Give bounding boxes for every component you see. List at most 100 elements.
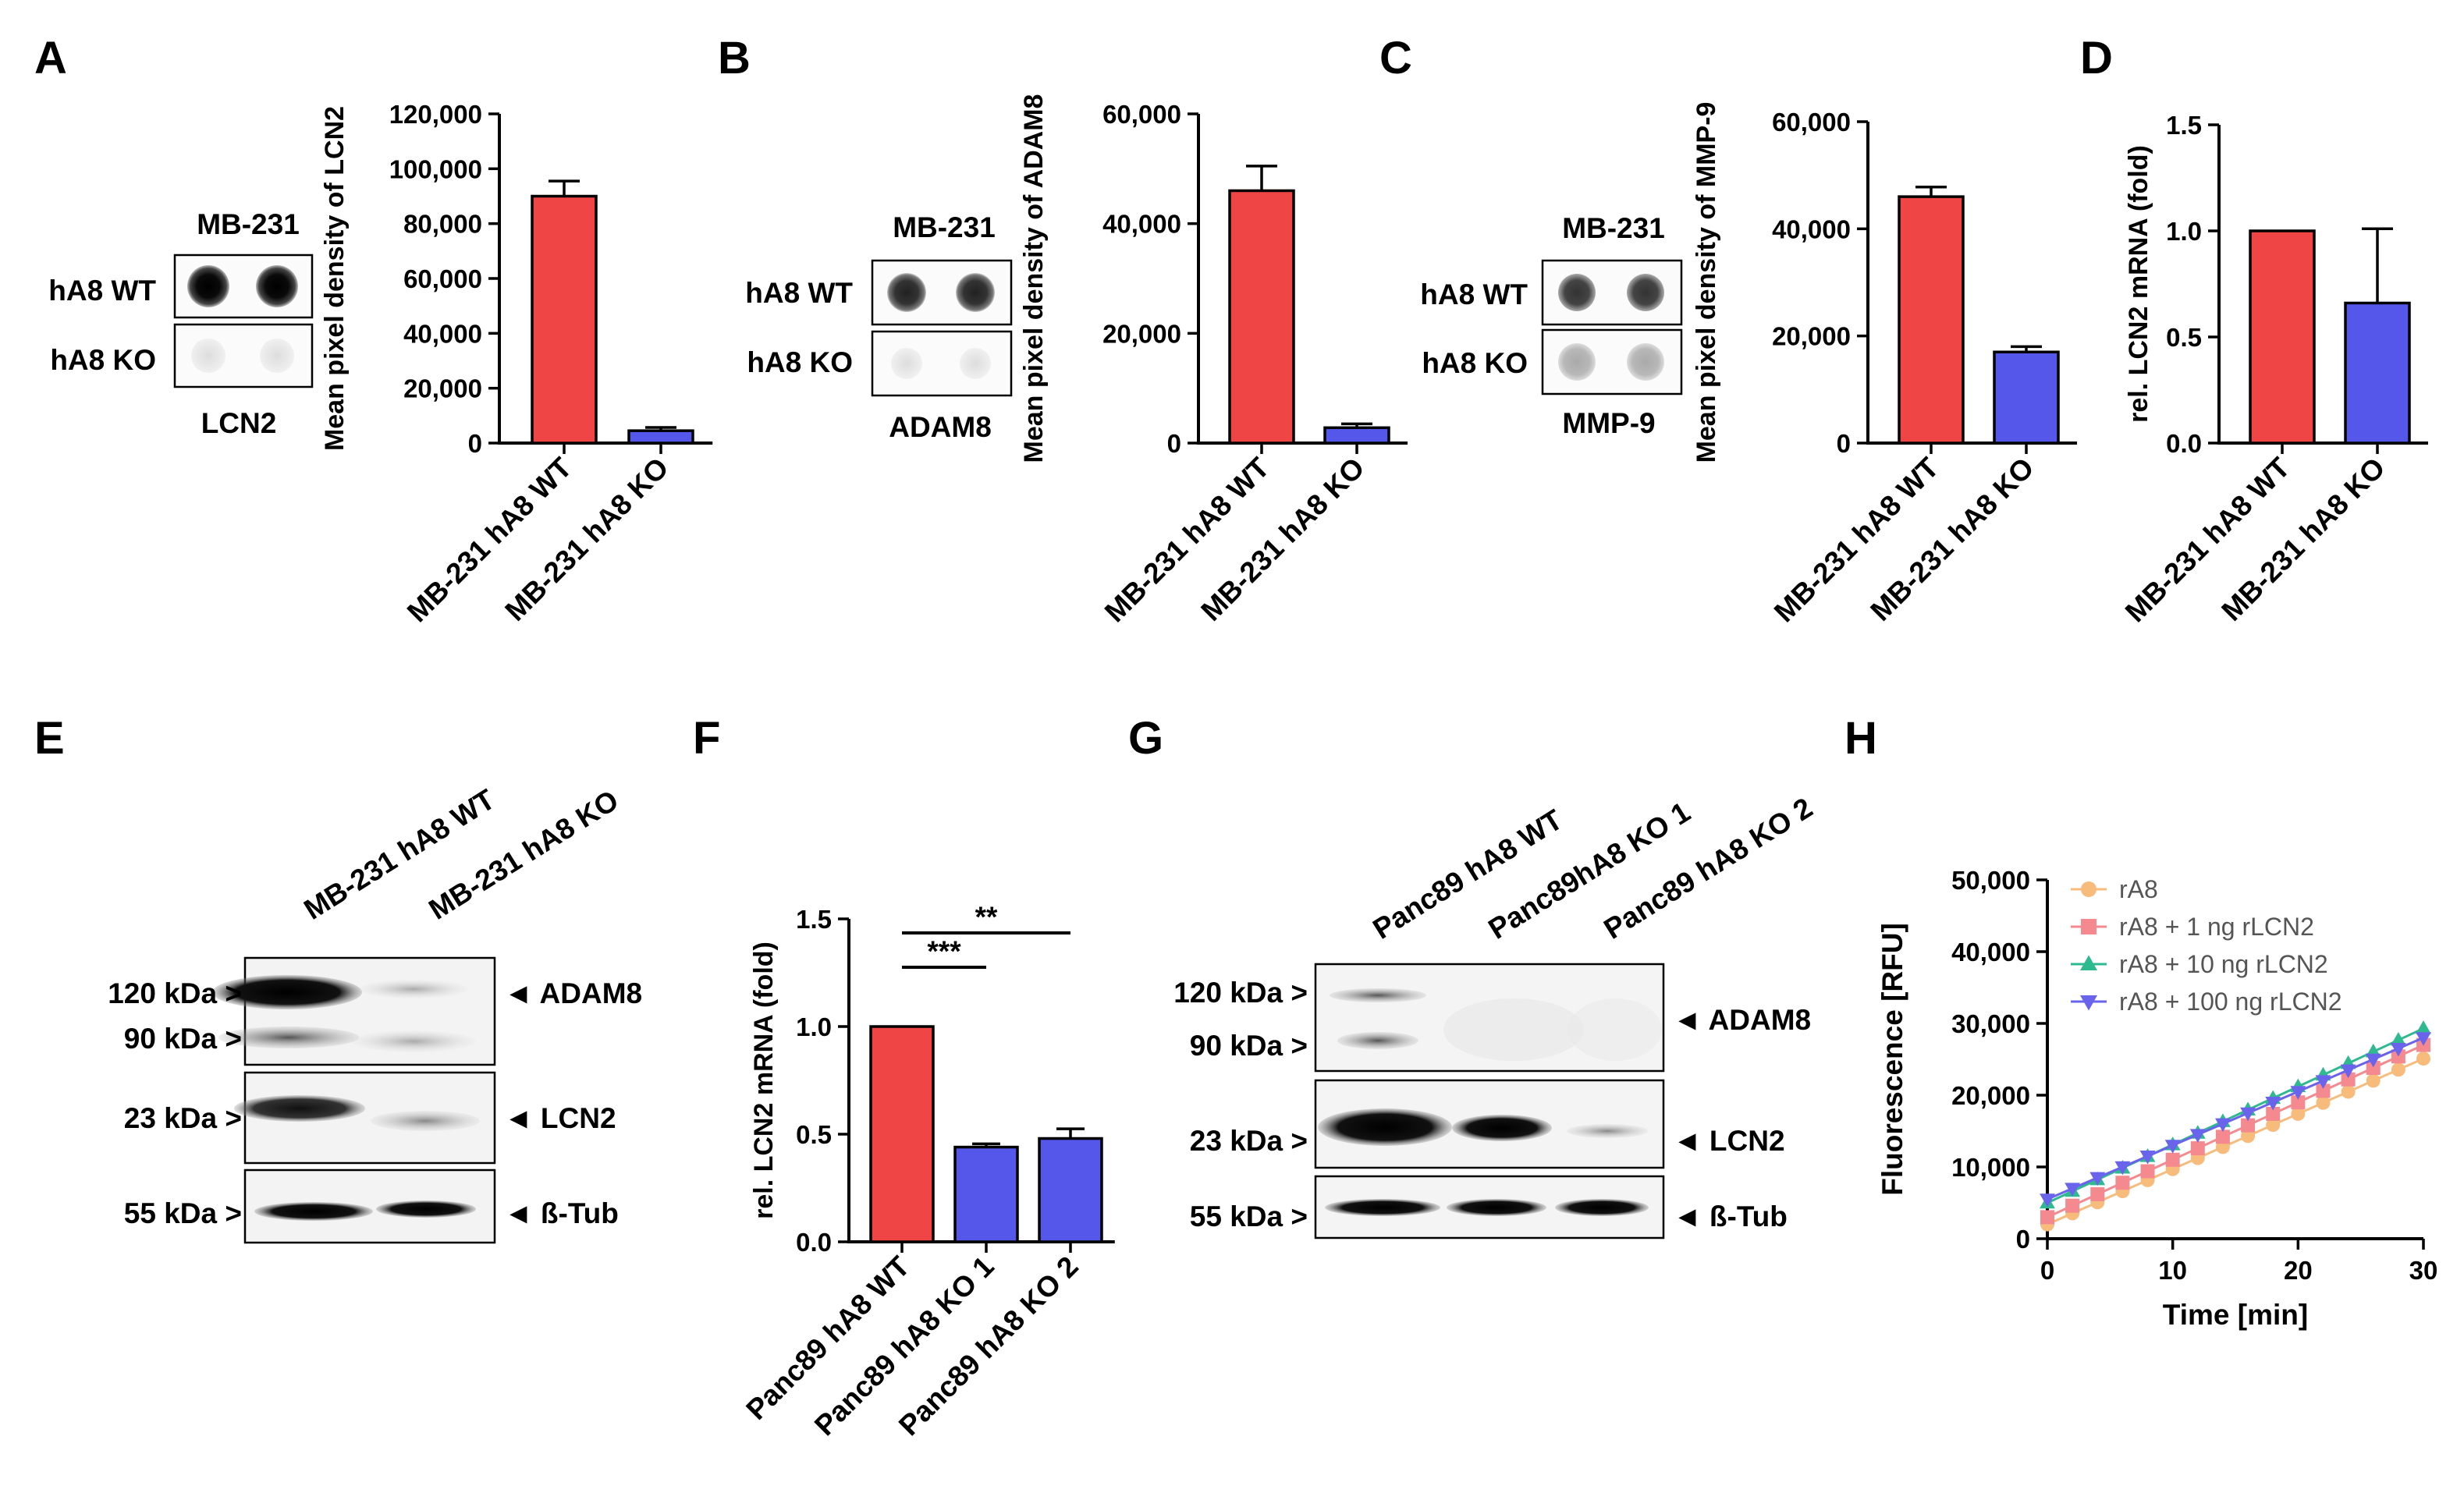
band	[254, 1202, 373, 1221]
band	[371, 1111, 480, 1131]
y-tick-label: 80,000	[403, 210, 482, 239]
x-tick-label: 30	[2409, 1256, 2438, 1285]
panel-e: E MB-231 hA8 WT MB-231 hA8 KO 120 kDa > …	[34, 713, 642, 1244]
blot-a-dot	[187, 265, 229, 307]
y-tick-label: 0.5	[796, 1120, 832, 1149]
x-tick-label: MB-231 hA8 WT	[401, 451, 578, 628]
data-point	[2341, 1072, 2356, 1087]
panel-letter-b: B	[718, 33, 751, 83]
significance-label: **	[975, 901, 998, 933]
bar	[2344, 301, 2411, 445]
y-axis-label: rel. LCN2 mRNA (fold)	[2124, 145, 2153, 423]
x-tick-label: MB-231 hA8 KO	[2215, 452, 2391, 627]
panel-h: H 0 10,000 20,000 30,000 40,000 50,000 0 10 20 30…	[1844, 713, 2437, 1331]
protein-label: ◄ ß-Tub	[504, 1197, 619, 1229]
chart-h: 0 10,000 20,000 30,000 40,000 50,000 0 10 20 30 Ti…	[1876, 866, 2437, 1331]
x-tick-label: MB-231 hA8 KO	[1195, 452, 1370, 627]
x-tick-label: MB-231 hA8 WT	[1768, 451, 1945, 628]
data-point	[2140, 1164, 2155, 1179]
y-tick-label: 60,000	[1772, 108, 1851, 137]
band	[212, 975, 362, 1009]
significance-label: ***	[927, 935, 961, 967]
bar	[1228, 189, 1295, 445]
y-tick-label: 0	[2016, 1225, 2030, 1254]
data-point	[2366, 1073, 2381, 1088]
band	[1330, 988, 1426, 1002]
protein-label: ◄ ADAM8	[1673, 1004, 1811, 1036]
band	[1452, 1115, 1552, 1141]
y-axis-label: Mean pixel density of MMP-9	[1692, 102, 1721, 463]
x-tick-label: MB-231 hA8 WT	[1099, 451, 1276, 628]
data-point	[2390, 1031, 2406, 1046]
bar	[1323, 426, 1390, 445]
panel-d: D 0.0 0.5 1.0 1.5 rel. LCN2 mRNA (fold) MB-23…	[2080, 33, 2428, 628]
marker-label: 90 kDa >	[1190, 1030, 1308, 1062]
legend-label: rA8 + 1 ng rLCN2	[2119, 913, 2314, 941]
y-tick-label: 10,000	[1951, 1153, 2030, 1182]
data-point	[2065, 1183, 2081, 1197]
data-point	[2416, 1051, 2430, 1066]
chart-d: 0.0 0.5 1.0 1.5 rel. LCN2 mRNA (fold) MB-231 …	[2119, 111, 2428, 628]
data-point	[2165, 1152, 2180, 1167]
marker-label: 90 kDa >	[124, 1023, 242, 1055]
y-tick-label: 1.5	[2166, 111, 2202, 140]
blot-b-cell-line: MB-231	[893, 211, 996, 243]
y-tick-label: 40,000	[403, 319, 482, 348]
chart-a: 0 20,000 40,000 60,000 80,000 100,000 120,000 M…	[320, 100, 713, 628]
panel-letter-a: A	[34, 33, 67, 83]
legend-marker	[2081, 919, 2097, 934]
data-point	[2416, 1032, 2431, 1046]
marker-label: 55 kDa >	[124, 1197, 242, 1229]
data-point	[2290, 1086, 2306, 1100]
y-tick-label: 20,000	[1951, 1081, 2030, 1110]
band	[1555, 1199, 1649, 1216]
legend-marker	[2080, 995, 2097, 1011]
lane-label: Panc89 hA8 WT	[1368, 803, 1568, 945]
data-point	[2115, 1176, 2130, 1190]
x-tick-label: 0	[2040, 1256, 2054, 1285]
panel-a: A MB-231 hA8 WT hA8 KO LCN2 0 20,000 40,00…	[34, 33, 713, 628]
data-point	[2215, 1118, 2231, 1133]
y-tick-label: 1.0	[2166, 217, 2202, 246]
protein-label: ◄ ß-Tub	[1673, 1200, 1788, 1232]
blot-c-protein: MMP-9	[1562, 407, 1655, 439]
x-tick-label: 20	[2284, 1256, 2313, 1285]
band	[1568, 998, 1662, 1061]
bar	[1993, 350, 2060, 445]
y-tick-label: 1.0	[796, 1012, 832, 1041]
protein-label: ◄ LCN2	[504, 1102, 616, 1134]
panel-letter-d: D	[2080, 33, 2113, 83]
data-point	[2316, 1083, 2331, 1098]
y-tick-label: 20,000	[1772, 322, 1851, 351]
band	[1443, 998, 1584, 1061]
blot-c-cell-line: MB-231	[1562, 212, 1665, 244]
blot-b-dot	[887, 273, 926, 312]
data-point	[2366, 1061, 2381, 1076]
legend-label: rA8 + 100 ng rLCN2	[2119, 988, 2342, 1016]
y-tick-label: 60,000	[403, 264, 482, 293]
data-point	[2189, 1129, 2206, 1143]
legend-marker	[2080, 955, 2097, 970]
band	[234, 1095, 365, 1122]
panel-letter-h: H	[1844, 713, 1877, 764]
y-axis-label: Mean pixel density of LCN2	[320, 106, 350, 451]
data-point	[2114, 1161, 2131, 1176]
y-tick-label: 0.5	[2166, 323, 2202, 352]
y-axis-label: Fluorescence [RFU]	[1876, 923, 1908, 1196]
data-point	[2040, 1210, 2054, 1225]
panel-c: C MB-231 hA8 WT hA8 KO MMP-9 0 20,000 40,0…	[1379, 33, 2077, 628]
lane-label: Panc89hA8 KO 1	[1483, 796, 1696, 945]
data-point	[2391, 1062, 2405, 1077]
blot-c-dot	[1627, 274, 1664, 311]
data-point	[2390, 1043, 2406, 1057]
blot-a-protein: LCN2	[201, 407, 277, 439]
legend-label: rA8	[2119, 875, 2158, 903]
marker-label: 23 kDa >	[124, 1102, 242, 1134]
blot-c-dot	[1558, 343, 1596, 381]
y-tick-label: 40,000	[1772, 215, 1851, 243]
band	[1318, 1108, 1452, 1146]
y-tick-label: 100,000	[389, 154, 482, 183]
